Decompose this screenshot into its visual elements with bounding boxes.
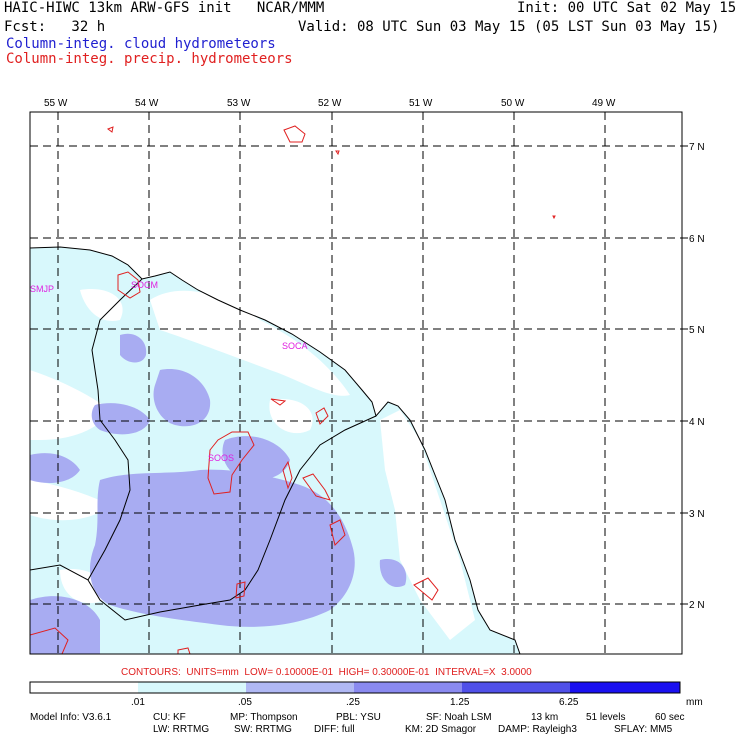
clear-area — [150, 290, 350, 396]
colorbar-label: 1.25 — [450, 697, 470, 708]
lat-label: 6 N — [689, 234, 705, 245]
cloud-shading-medium — [30, 453, 80, 483]
footer-item: CU: KF — [153, 712, 186, 723]
lat-label: 7 N — [689, 142, 705, 153]
contour-info: CONTOURS: UNITS=mm LOW= 0.10000E-01 HIGH… — [121, 667, 532, 678]
colorbar-label: 6.25 — [559, 697, 579, 708]
colorbar-units: mm — [686, 697, 703, 708]
footer-item: 60 sec — [655, 712, 685, 723]
clear-area — [269, 399, 313, 434]
clear-area — [30, 370, 110, 440]
lat-label: 5 N — [689, 325, 705, 336]
lon-label: 53 W — [227, 98, 251, 109]
lat-lon-grid — [30, 112, 682, 654]
cloud-shading-medium — [91, 403, 150, 435]
colorbar-label: .05 — [238, 697, 252, 708]
field-cloud-label: Column-integ. cloud hydrometeors — [6, 36, 276, 52]
lat-label: 4 N — [689, 417, 705, 428]
footer-item: LW: RRTMG — [153, 724, 210, 735]
ticks — [682, 145, 688, 605]
precip-contours — [30, 125, 556, 654]
forecast-hour: Fcst: 32 h — [4, 19, 106, 35]
cloud-shading-medium — [90, 469, 355, 627]
country-borders — [30, 278, 377, 621]
lat-label: 2 N — [689, 600, 705, 611]
footer-item: DAMP: Rayleigh3 — [498, 724, 577, 735]
colorbar-label: .25 — [346, 697, 360, 708]
footer-item: KM: 2D Smagor — [405, 724, 477, 735]
footer-item: DIFF: full — [314, 724, 355, 735]
lon-label: 55 W — [44, 98, 68, 109]
colorbar-label: .01 — [131, 697, 145, 708]
station-label: SOOS — [208, 453, 234, 463]
coastline — [30, 246, 521, 654]
station-label: SMJP — [30, 284, 54, 294]
footer-item: 51 levels — [586, 712, 626, 723]
map-frame — [29, 111, 683, 655]
cloud-shading-medium — [120, 333, 147, 363]
clear-area — [80, 289, 123, 321]
footer-item: MP: Thompson — [230, 712, 298, 723]
footer-item: SFLAY: MM5 — [614, 724, 673, 735]
lon-label: 49 W — [592, 98, 616, 109]
station-label: SOCA — [282, 341, 308, 351]
valid-time: Valid: 08 UTC Sun 03 May 15 (05 LST Sun … — [298, 19, 720, 35]
cloud-shading-medium — [222, 436, 290, 480]
clear-area — [380, 410, 475, 640]
init-time: Init: 00 UTC Sat 02 May 15 — [517, 0, 737, 16]
footer-item: 13 km — [531, 712, 559, 723]
cloud-shading-medium — [153, 369, 211, 427]
footer-item: Model Info: V3.6.1 — [30, 712, 112, 723]
cloud-shading-medium — [379, 559, 407, 588]
field-precip-label: Column-integ. precip. hydrometeors — [6, 51, 293, 67]
lon-label: 52 W — [318, 98, 342, 109]
lon-label: 54 W — [135, 98, 159, 109]
model-title: HAIC-HIWC 13km ARW-GFS init NCAR/MMM — [4, 0, 325, 16]
clear-area — [30, 480, 110, 521]
colorbar — [29, 681, 681, 694]
cloud-shading-medium — [30, 596, 100, 654]
footer-item: SF: Noah LSM — [426, 712, 492, 723]
lon-label: 51 W — [409, 98, 433, 109]
footer-item: SW: RRTMG — [234, 724, 292, 735]
station-label: SOCM — [131, 280, 158, 290]
lon-label: 50 W — [501, 98, 525, 109]
lat-label: 3 N — [689, 509, 705, 520]
footer-item: PBL: YSU — [336, 712, 381, 723]
